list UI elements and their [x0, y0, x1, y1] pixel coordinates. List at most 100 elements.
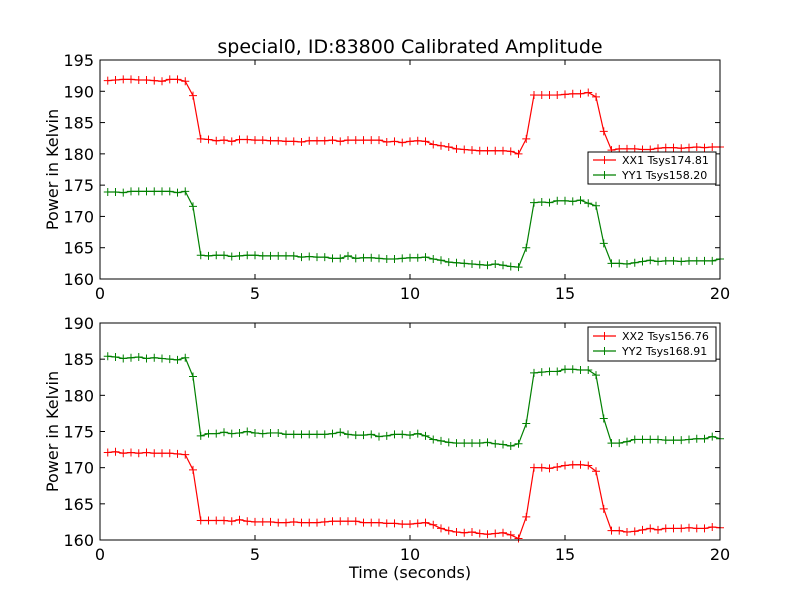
legend: XX2 Tsys156.76 YY2 Tsys168.91 — [587, 326, 717, 362]
data-point — [685, 523, 693, 532]
data-point — [344, 430, 352, 439]
data-point — [599, 414, 608, 423]
data-point — [274, 136, 283, 145]
data-point — [127, 353, 135, 362]
data-point — [297, 518, 306, 527]
data-point — [336, 428, 345, 437]
data-point — [444, 142, 453, 151]
data-point — [367, 518, 376, 527]
data-point — [165, 355, 174, 364]
data-point — [235, 515, 244, 524]
data-point — [367, 430, 376, 439]
data-point — [654, 435, 662, 444]
x-tick-label: 20 — [710, 545, 730, 564]
data-point — [344, 251, 352, 260]
data-point — [491, 146, 500, 155]
y-tick-label: 185 — [63, 350, 94, 369]
data-point — [483, 438, 492, 447]
data-point — [243, 135, 252, 144]
data-point — [196, 431, 205, 440]
data-point — [553, 462, 562, 471]
data-point — [173, 188, 182, 197]
data-point — [119, 354, 128, 363]
data-point — [251, 251, 259, 260]
data-point — [421, 137, 430, 146]
y-tick-label: 185 — [63, 114, 94, 133]
data-point — [119, 75, 128, 84]
data-point — [646, 256, 655, 265]
legend-marker — [600, 332, 609, 340]
legend-box — [587, 151, 717, 185]
data-point — [134, 76, 143, 85]
data-point — [274, 518, 283, 527]
data-point — [483, 530, 492, 539]
data-point — [289, 430, 298, 439]
data-point — [142, 76, 151, 85]
data-point — [134, 449, 143, 458]
data-point — [460, 528, 469, 537]
data-point — [220, 251, 228, 260]
data-point — [599, 127, 608, 136]
data-point — [630, 527, 639, 536]
data-point — [530, 368, 538, 377]
data-point — [235, 428, 244, 437]
data-point — [165, 449, 174, 458]
data-point — [251, 136, 259, 145]
data-point — [522, 243, 531, 252]
data-point — [499, 261, 507, 270]
data-point — [274, 428, 283, 437]
data-point — [212, 429, 221, 438]
data-point — [204, 516, 213, 525]
data-point — [181, 187, 190, 196]
data-point — [437, 141, 445, 150]
data-point — [460, 259, 469, 268]
legend-box — [587, 326, 717, 362]
data-point — [444, 438, 453, 447]
data-point — [530, 91, 538, 100]
data-point — [103, 188, 112, 197]
data-point — [537, 198, 546, 207]
data-point — [297, 253, 306, 262]
data-point — [607, 439, 616, 448]
data-point — [452, 439, 461, 448]
data-point — [692, 142, 701, 151]
data-point — [553, 91, 562, 100]
data-point — [452, 144, 461, 153]
data-point — [708, 432, 717, 441]
data-point — [320, 430, 329, 439]
data-point — [475, 260, 484, 269]
data-point — [677, 257, 686, 266]
data-point — [196, 516, 205, 525]
data-point — [499, 440, 507, 449]
data-point — [165, 187, 174, 196]
y-tick-label: 180 — [63, 386, 94, 405]
data-point — [708, 256, 717, 265]
data-point — [638, 257, 647, 266]
data-point — [468, 528, 476, 537]
data-point — [235, 135, 244, 144]
data-point — [413, 519, 422, 528]
data-point — [568, 365, 577, 374]
x-tick-label: 5 — [250, 545, 260, 564]
legend-label: XX2 Tsys156.76 — [622, 330, 709, 343]
data-point — [375, 432, 383, 441]
data-point — [251, 517, 259, 526]
data-point — [313, 136, 321, 145]
data-point — [375, 136, 383, 145]
data-point — [258, 251, 267, 260]
data-point — [305, 518, 314, 527]
data-point — [103, 448, 112, 457]
data-point — [421, 253, 430, 262]
data-point — [646, 524, 655, 533]
data-point — [700, 256, 709, 265]
data-point — [599, 239, 608, 248]
series-2 — [103, 352, 724, 450]
data-point — [630, 258, 639, 267]
data-point — [142, 187, 151, 196]
data-point — [537, 463, 546, 472]
data-point — [382, 519, 391, 528]
data-point — [460, 439, 469, 448]
data-point — [406, 137, 414, 146]
data-point — [537, 368, 546, 377]
data-point — [561, 365, 569, 374]
